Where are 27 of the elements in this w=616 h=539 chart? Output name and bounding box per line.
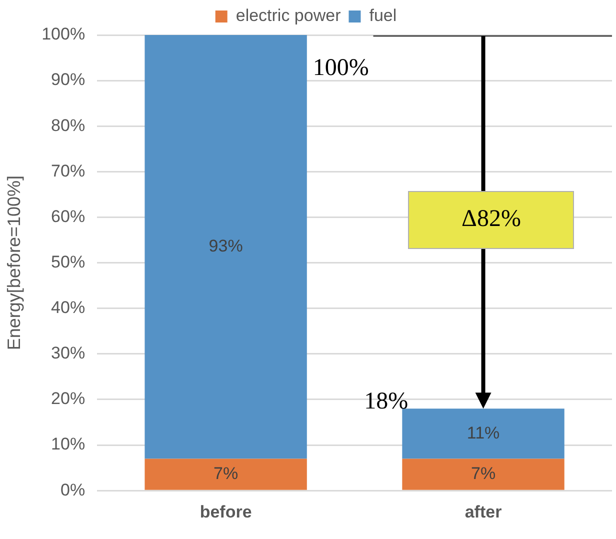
data-label: 7%	[214, 464, 238, 483]
y-tick-label: 80%	[51, 116, 86, 135]
note-box: Δ82%	[408, 190, 574, 249]
y-tick-label: 60%	[51, 206, 86, 226]
bar	[144, 458, 307, 490]
y-tick-label: 100%	[42, 24, 86, 44]
bar	[402, 458, 564, 490]
data-label: 93%	[208, 236, 243, 256]
x-tick-label: before	[200, 502, 252, 522]
y-tick-label: 70%	[51, 161, 86, 180]
legend-label: electric power	[236, 6, 342, 26]
y-tick-label: 20%	[51, 389, 86, 408]
y-tick-label: 50%	[51, 252, 86, 272]
y-tick-label: 90%	[51, 70, 86, 90]
y-tick-label: 30%	[51, 344, 86, 363]
annotation: 100%	[312, 55, 369, 81]
annotation: 18%	[364, 388, 408, 415]
y-tick-label: 40%	[51, 298, 86, 318]
y-tick-label: 10%	[51, 434, 86, 454]
legend-label: fuel	[369, 6, 397, 26]
y-axis-title: Energy[before=100%]	[4, 175, 24, 350]
bar	[144, 35, 307, 459]
x-tick-label: after	[464, 502, 502, 522]
y-tick-label: 0%	[60, 480, 86, 500]
data-label: 7%	[470, 464, 496, 483]
bar	[402, 408, 564, 459]
data-label: 11%	[466, 423, 500, 442]
